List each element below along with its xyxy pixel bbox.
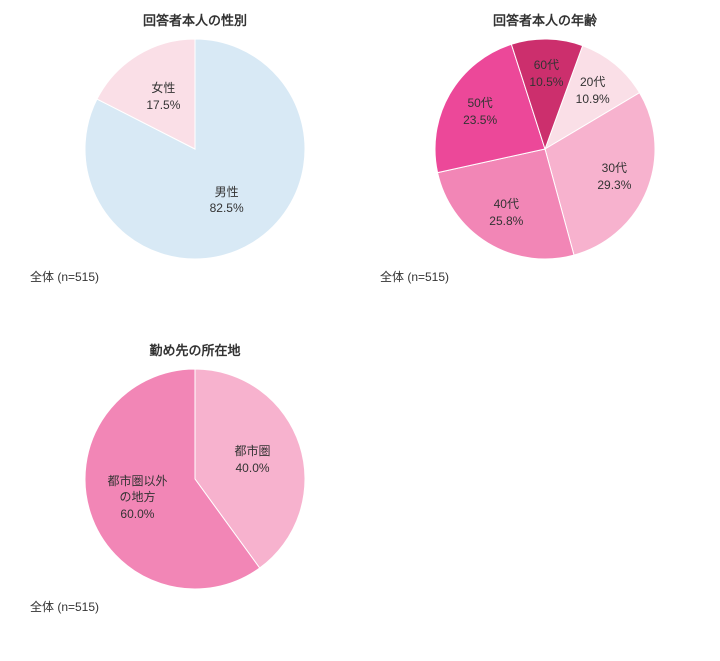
chart-caption: 全体 (n=515) (30, 268, 99, 285)
pie-svg (85, 369, 305, 589)
chart-panel-location: 勤め先の所在地都市圏40.0%都市圏以外の地方60.0%全体 (n=515) (30, 340, 360, 589)
chart-panel-gender: 回答者本人の性別男性82.5%女性17.5%全体 (n=515) (30, 10, 360, 259)
chart-title: 勤め先の所在地 (30, 340, 360, 359)
chart-caption: 全体 (n=515) (380, 268, 449, 285)
pie-wrap: 20代10.9%30代29.3%40代25.8%50代23.5%60代10.5% (435, 39, 655, 259)
pie-wrap: 男性82.5%女性17.5% (85, 39, 305, 259)
chart-panel-age: 回答者本人の年齢 20代10.9%30代29.3%40代25.8%50代23.5%… (380, 10, 710, 259)
chart-title: 回答者本人の性別 (30, 10, 360, 29)
chart-title: 回答者本人の年齢 (380, 10, 710, 29)
pie-svg (435, 39, 655, 259)
pie-wrap: 都市圏40.0%都市圏以外の地方60.0% (85, 369, 305, 589)
pie-svg (85, 39, 305, 259)
chart-caption: 全体 (n=515) (30, 598, 99, 615)
